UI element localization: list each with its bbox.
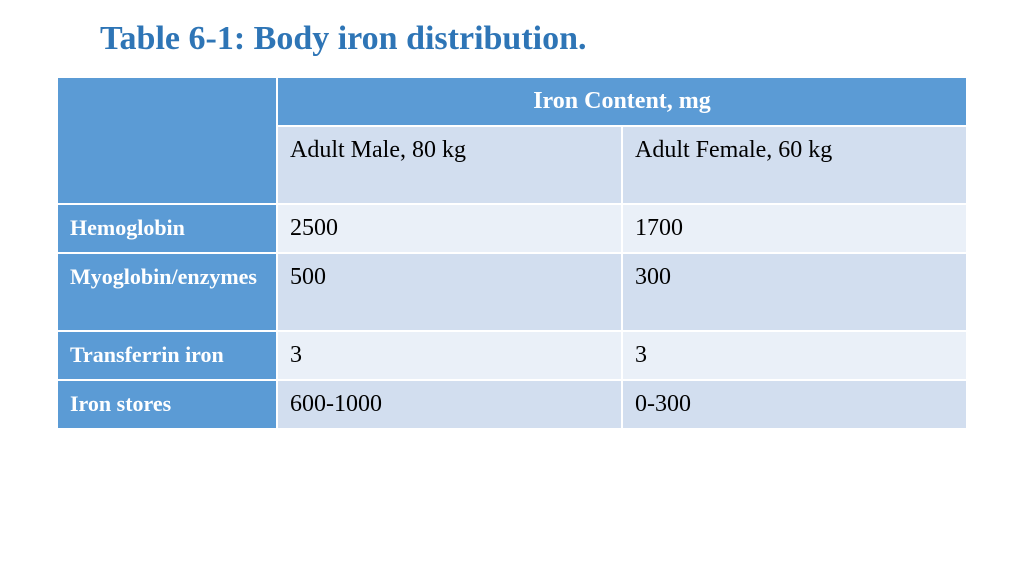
table-row: Myoglobin/enzymes 500 300 <box>57 253 967 331</box>
row-header: Iron stores <box>57 380 277 429</box>
iron-distribution-table: Iron Content, mg Adult Male, 80 kg Adult… <box>56 76 968 430</box>
cell-male: 2500 <box>277 204 622 253</box>
cell-female: 0-300 <box>622 380 967 429</box>
cell-male: 600-1000 <box>277 380 622 429</box>
cell-female: 1700 <box>622 204 967 253</box>
cell-female: 3 <box>622 331 967 380</box>
header-row-1: Iron Content, mg <box>57 77 967 126</box>
row-header: Transferrin iron <box>57 331 277 380</box>
table-title: Table 6-1: Body iron distribution. <box>0 20 1024 58</box>
table-row: Iron stores 600-1000 0-300 <box>57 380 967 429</box>
col-header-male: Adult Male, 80 kg <box>277 126 622 204</box>
cell-male: 3 <box>277 331 622 380</box>
col-header-female: Adult Female, 60 kg <box>622 126 967 204</box>
row-header: Myoglobin/enzymes <box>57 253 277 331</box>
cell-male: 500 <box>277 253 622 331</box>
row-header: Hemoglobin <box>57 204 277 253</box>
cell-female: 300 <box>622 253 967 331</box>
table-row: Hemoglobin 2500 1700 <box>57 204 967 253</box>
header-blank-cell <box>57 77 277 204</box>
header-iron-content: Iron Content, mg <box>277 77 967 126</box>
table-row: Transferrin iron 3 3 <box>57 331 967 380</box>
